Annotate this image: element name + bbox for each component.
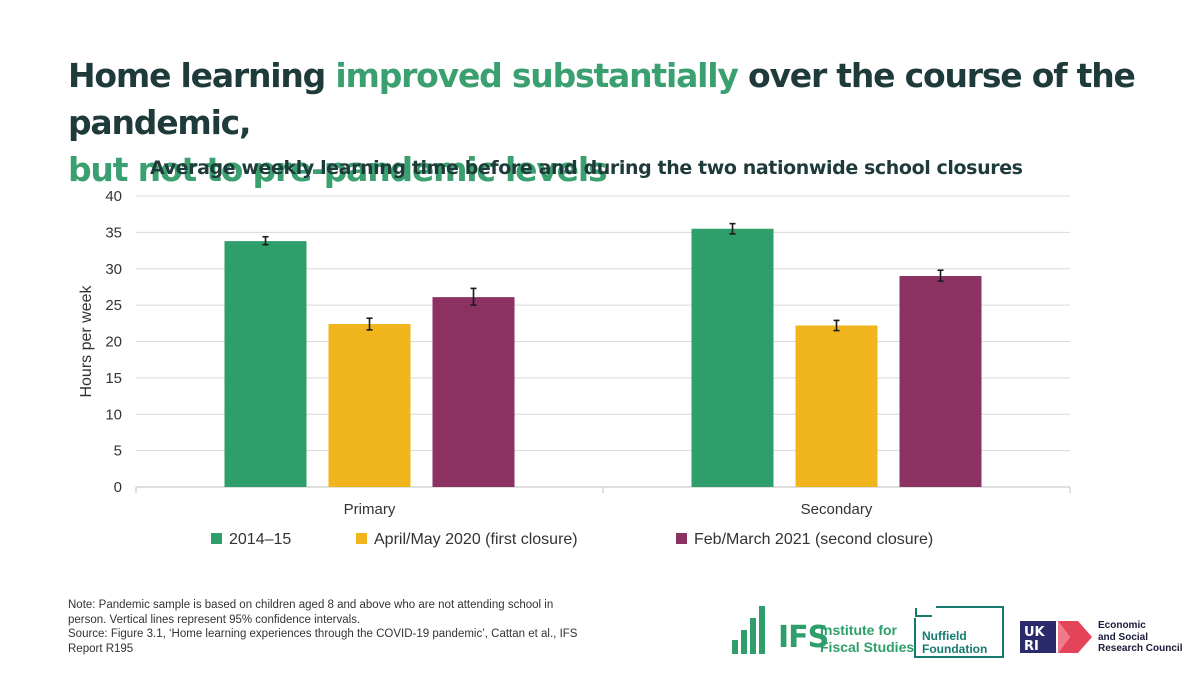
y-axis-label: Hours per week <box>78 284 95 397</box>
x-tick-label: Secondary <box>801 501 873 518</box>
y-tick-label: 10 <box>105 406 122 423</box>
note-line-1: Note: Pandemic sample is based on childr… <box>68 599 554 611</box>
ifs-name-line-1: Institute for <box>820 622 897 638</box>
esrc-line-1: Economic <box>1098 620 1146 631</box>
legend-label: 2014–15 <box>229 531 291 548</box>
y-tick-label: 20 <box>105 334 122 351</box>
legend-swatch <box>356 533 367 544</box>
y-tick-label: 5 <box>114 443 122 460</box>
bar <box>432 297 515 487</box>
nuffield-name: Nuffield Foundation <box>922 630 987 656</box>
chart-note: Note: Pandemic sample is based on childr… <box>68 598 648 656</box>
ukri-mark-icon: UK RI <box>1020 621 1092 654</box>
ifs-bars-icon <box>732 606 765 654</box>
note-line-3: Source: Figure 3.1, ‘Home learning exper… <box>68 628 578 640</box>
bar <box>899 276 982 487</box>
headline-part-1: Home learning <box>68 56 336 95</box>
esrc-line-3: Research Council <box>1098 643 1183 654</box>
bar-chart: 0 5 10 15 20 25 30 35 40 Hours per week Primary Sec… <box>78 188 1071 548</box>
y-tick-label: 30 <box>105 261 122 278</box>
y-tick-label: 0 <box>114 479 122 496</box>
legend-swatch <box>676 533 687 544</box>
legend-label: Feb/March 2021 (second closure) <box>694 531 933 548</box>
headline-part-2: over the course of the pandemic, <box>68 56 1136 142</box>
ifs-full-name: Institute for Fiscal Studies <box>820 622 914 656</box>
bar <box>795 325 878 487</box>
headline-accent-1: improved substantially <box>335 56 738 95</box>
chart-title: Average weekly learning time before and … <box>150 157 1023 179</box>
y-tick-label: 25 <box>105 297 122 314</box>
ifs-wordmark: IFS <box>778 620 829 655</box>
note-line-2: person. Vertical lines represent 95% con… <box>68 613 361 626</box>
note-line-4: Report R195 <box>68 642 134 655</box>
headline-accent-2: but not to pre-pandemic levels <box>68 150 608 189</box>
x-tick-label: Primary <box>344 501 396 518</box>
ukri-esrc-logo: UK RI Economic and Social Research Counc… <box>1020 617 1190 657</box>
nuffield-line-1: Nuffield <box>922 629 967 643</box>
ifs-logo: IFS Institute for Fiscal Studies <box>732 604 914 656</box>
bar <box>328 324 411 487</box>
headline: Home learning improved substantially ove… <box>68 52 1168 193</box>
legend-swatch <box>211 533 222 544</box>
y-tick-label: 15 <box>105 370 122 387</box>
ukri-mark-top: UK <box>1024 625 1046 640</box>
nuffield-logo: Nuffield Foundation <box>914 606 1004 658</box>
esrc-name: Economic and Social Research Council <box>1098 620 1182 655</box>
bar <box>224 241 307 487</box>
ukri-mark-bottom: RI <box>1024 639 1039 654</box>
esrc-line-2: and Social <box>1098 631 1149 643</box>
y-tick-label: 35 <box>105 224 122 241</box>
y-tick-label: 40 <box>105 188 122 205</box>
bar <box>691 228 774 488</box>
nuffield-corner-icon <box>914 606 936 618</box>
nuffield-line-2: Foundation <box>922 642 988 656</box>
ifs-name-line-2: Fiscal Studies <box>820 639 915 655</box>
legend-label: April/May 2020 (first closure) <box>374 531 578 548</box>
